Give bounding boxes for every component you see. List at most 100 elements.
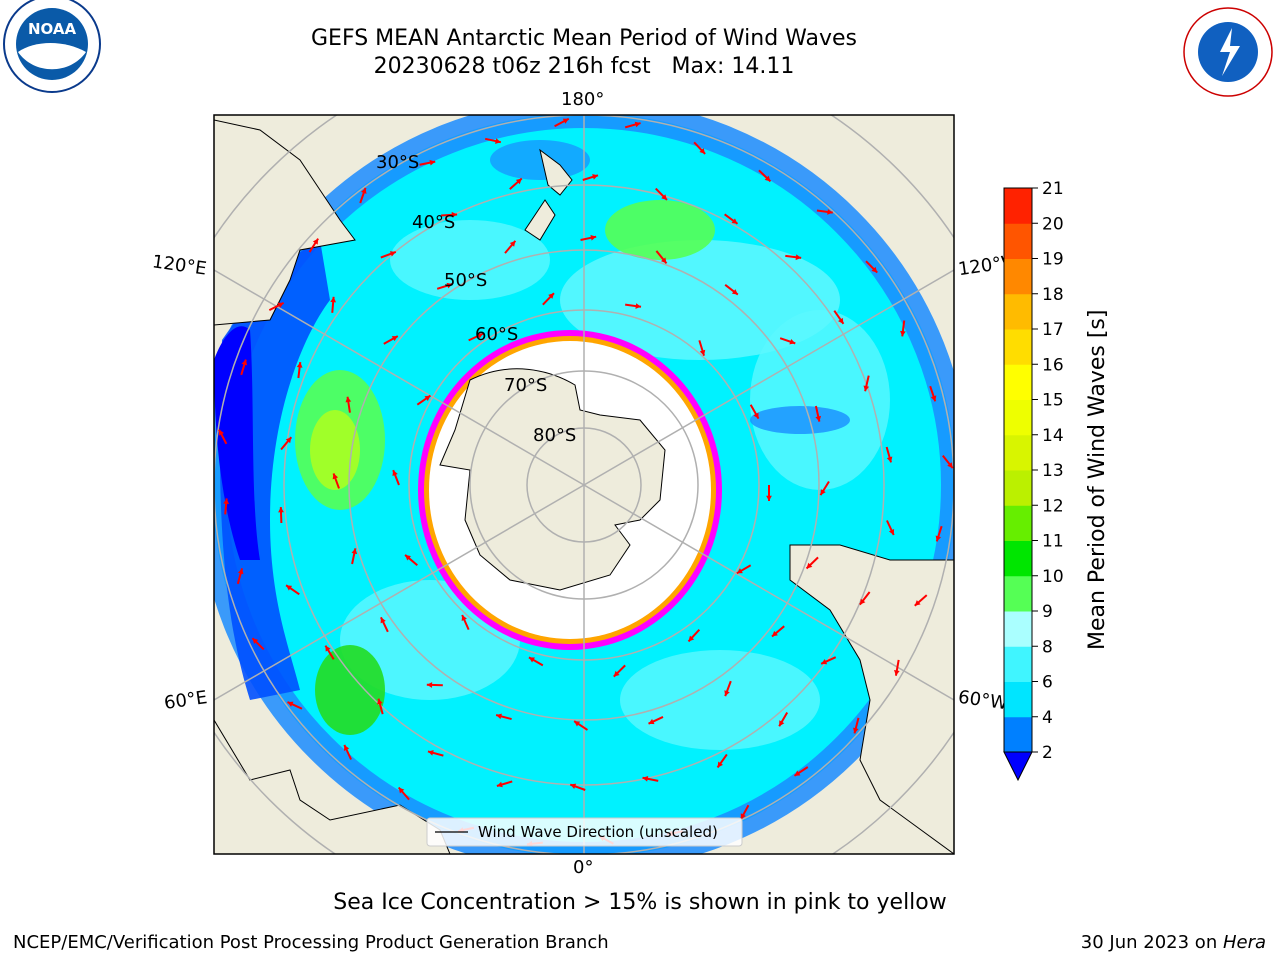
wind-arrow-head [509, 240, 516, 247]
wind-arrow-head [330, 296, 337, 303]
wind-arrow-head [312, 238, 319, 245]
wind-arrow-head [731, 289, 738, 295]
wind-arrow-head [947, 462, 953, 469]
wind-arrow-head [660, 257, 667, 264]
colorbar-tick-label: 15 [1042, 391, 1064, 411]
wind-arrow-head [592, 174, 599, 180]
wind-arrow-head [893, 669, 900, 676]
patch-4 [620, 650, 820, 750]
wind-arrow-head [815, 415, 822, 422]
lat-label-80s: 80°S [533, 425, 577, 446]
colorbar-block [1004, 470, 1032, 506]
colorbar-block [1004, 329, 1032, 365]
wind-arrow-head [827, 209, 833, 215]
wind-arrow-head [496, 781, 503, 788]
wind-direction-arrows [218, 117, 954, 847]
wind-arrow-head [648, 718, 655, 725]
figure-subtitle: 20230628 t06z 216h fcst Max: 14.11 [373, 54, 795, 79]
green-patch-2 [310, 410, 360, 490]
wind-arrow-head [343, 744, 350, 751]
footer-host: Hera [1222, 932, 1266, 953]
patch-1 [560, 240, 840, 360]
wind-arrow-head [661, 194, 667, 200]
wind-arrow-head [398, 787, 405, 794]
green-patch-3 [315, 645, 385, 735]
wind-arrow-head [789, 338, 796, 345]
wind-arrow-head [252, 638, 259, 644]
lat-label-70s: 70°S [504, 375, 548, 396]
wind-arrow-head [642, 775, 649, 782]
patch-2 [750, 310, 890, 490]
wind-arrow-head [241, 359, 248, 366]
colorbar-tick-label: 19 [1042, 250, 1064, 270]
map-frame [213, 114, 955, 855]
colorbar-tick-label: 4 [1042, 708, 1053, 728]
footer-right: 30 Jun 2023 on Hera [1081, 932, 1266, 953]
colorbar: 2 4 6 8 9 10 11 12 13 14 15 16 17 18 19 20 21 Mean Perio… [1003, 179, 1110, 782]
green-patch-4 [605, 200, 715, 260]
colorbar-block [1004, 188, 1032, 224]
colorbar-block [1004, 223, 1032, 259]
nws-logo [1183, 7, 1273, 97]
colorbar-block [1004, 258, 1032, 295]
colorbar-ticks: 2 4 6 8 9 10 11 12 13 14 15 16 17 18 19 20 21 [1032, 179, 1064, 763]
wind-arrow-head [392, 470, 398, 477]
wind-arrow-head [496, 713, 502, 720]
wind-arrow-head [688, 635, 695, 642]
noaa-logo-text: NOAA [28, 20, 77, 38]
wind-arrow-head [634, 121, 641, 128]
wind-arrow-head [325, 645, 331, 652]
colorbar-block [1004, 611, 1032, 647]
wind-arrow-head [838, 317, 844, 324]
wind-arrow-head [296, 362, 303, 368]
wind-arrow-head [477, 333, 484, 339]
wind-arrow-head [900, 330, 906, 337]
colorbar-block [1004, 434, 1032, 471]
antarctica [439, 368, 666, 591]
wind-arrow-head [590, 234, 597, 241]
wind-arrow-head [871, 266, 878, 273]
lon-label-top: 180° [561, 89, 605, 110]
footer-left: NCEP/EMC/Verification Post Processing Pr… [13, 932, 609, 953]
colorbar-block [1004, 681, 1032, 718]
wind-arrow-head [424, 395, 431, 401]
wind-arrow-head [717, 761, 723, 768]
colorbar-under-triangle [1003, 751, 1033, 782]
land-south-america [789, 544, 954, 854]
colorbar-tick-label: 2 [1042, 743, 1053, 763]
wind-arrow-head [863, 385, 870, 392]
wind-arrow-head [736, 568, 743, 574]
colorbar-block [1004, 364, 1032, 400]
wind-arrow-head [528, 657, 535, 663]
colorbar-tick-label: 17 [1042, 320, 1064, 340]
legend-label: Wind Wave Direction (unscaled) [478, 823, 718, 841]
wind-arrow-head [766, 495, 772, 501]
sea-ice-caption: Sea Ice Concentration > 15% is shown in … [333, 890, 947, 915]
colorbar-tick-label: 9 [1042, 602, 1053, 622]
lat-label-30s: 30°S [376, 152, 420, 173]
wind-arrow-head [779, 720, 785, 727]
colorbar-block [1004, 646, 1032, 682]
wind-arrow-head [731, 218, 738, 224]
wind-arrow-head [635, 303, 642, 309]
land-new-zealand [524, 148, 573, 241]
wind-arrow-head [461, 615, 467, 621]
wind-arrow-head [332, 473, 339, 480]
wind-arrow-head [853, 727, 859, 734]
wind-arrow-head [429, 159, 436, 166]
wind-arrow-head [286, 585, 293, 591]
wind-arrow-head [389, 251, 396, 257]
patch-5 [390, 220, 550, 300]
wind-arrow-head [391, 336, 398, 342]
colorbar-tick-label: 10 [1042, 567, 1064, 587]
wind-arrow-head [574, 721, 581, 727]
wind-arrow-head [930, 395, 937, 402]
wind-arrow-head [795, 254, 802, 261]
wind-arrow-head [380, 617, 386, 624]
footer-date: 30 Jun 2023 on [1080, 932, 1223, 953]
wind-arrow-head [740, 813, 746, 820]
lon-label-bottom: 0° [573, 857, 594, 878]
wind-arrow-head [794, 770, 801, 776]
wind-arrow-head [237, 568, 244, 575]
wind-arrow-head [515, 178, 522, 185]
